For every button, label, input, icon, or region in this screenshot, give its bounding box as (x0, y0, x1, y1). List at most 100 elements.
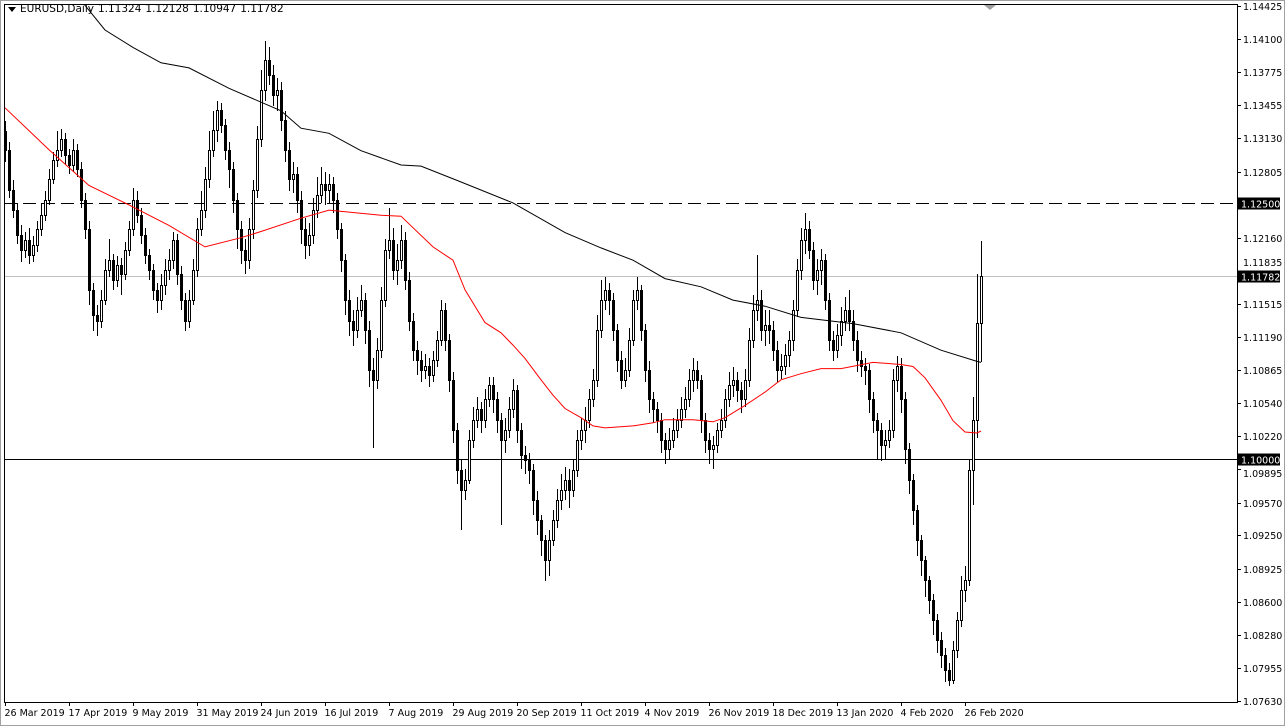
candle (824, 254, 827, 310)
candle (848, 290, 851, 331)
bull-candle-body (212, 130, 215, 151)
bear-candle-body (416, 350, 419, 361)
candle (904, 392, 907, 464)
candle (600, 280, 603, 338)
bear-candle-body (96, 315, 99, 322)
candle (644, 324, 647, 382)
candle (584, 407, 587, 443)
bull-candle-body (632, 300, 635, 341)
candle (908, 443, 911, 494)
candle (560, 474, 563, 510)
header-close: 1.11782 (240, 3, 284, 15)
candle (160, 274, 163, 310)
candle (752, 295, 755, 348)
candle (32, 236, 35, 262)
candle (712, 436, 715, 469)
candle (316, 177, 319, 218)
bull-candle-body (276, 90, 279, 96)
candle (800, 228, 803, 280)
bull-candle-body (560, 490, 563, 501)
bear-candle-body (68, 155, 71, 166)
bear-candle-body (140, 215, 143, 236)
candle (520, 423, 523, 469)
bear-candle-body (112, 260, 115, 281)
bull-candle-body (132, 200, 135, 230)
candle (340, 223, 343, 272)
y-tick-label: 1.08925 (1243, 565, 1282, 576)
bull-candle-body (192, 270, 195, 301)
bear-candle-body (812, 250, 815, 281)
bear-candle-body (908, 449, 911, 481)
bear-candle-body (120, 265, 123, 275)
candle (612, 293, 615, 341)
y-tick-label: 1.11835 (1243, 258, 1282, 269)
symbol-timeframe: EURUSD,Daily (20, 3, 94, 15)
candle (272, 65, 275, 106)
candle (396, 244, 399, 285)
bull-candle-body (952, 650, 955, 681)
bear-candle-body (568, 480, 571, 491)
dropdown-triangle-icon[interactable] (8, 6, 16, 12)
candle (220, 103, 223, 133)
bull-candle-body (316, 195, 319, 211)
bear-candle-body (760, 300, 763, 331)
bear-candle-body (868, 370, 871, 400)
candle (676, 409, 679, 438)
candle (360, 285, 363, 317)
candle (552, 510, 555, 546)
bull-candle-body (24, 240, 27, 251)
y-tick-label: 1.08600 (1243, 598, 1282, 609)
candle (200, 191, 203, 236)
candle (352, 310, 355, 346)
candle (148, 249, 151, 280)
candle (516, 385, 519, 443)
bear-candle-body (372, 370, 375, 381)
bull-candle-body (752, 310, 755, 341)
candle (304, 218, 307, 259)
candle (96, 305, 99, 336)
bull-candle-body (580, 430, 583, 441)
bear-candle-body (852, 321, 855, 341)
x-tick-label: 26 Nov 2019 (709, 708, 770, 719)
candle (224, 119, 227, 160)
y-tick-label: 1.12805 (1243, 168, 1282, 179)
x-tick-label: 11 Oct 2019 (581, 708, 640, 719)
bull-candle-body (624, 370, 627, 381)
bear-candle-body (944, 655, 947, 671)
bull-candle-body (432, 360, 435, 376)
bear-candle-body (16, 210, 19, 236)
candle (424, 354, 427, 379)
bull-candle-body (960, 590, 963, 621)
candle (720, 409, 723, 438)
candle (504, 418, 507, 453)
candle (728, 372, 731, 407)
candle (484, 389, 487, 428)
candle (24, 232, 27, 258)
candle (8, 142, 11, 198)
candle (188, 290, 191, 328)
candle (656, 402, 659, 433)
x-tick-label: 7 Aug 2019 (389, 708, 444, 719)
candle (648, 361, 651, 413)
candle (664, 433, 667, 464)
candle (276, 78, 279, 111)
candle (976, 274, 979, 438)
candle (128, 221, 131, 256)
candle (480, 402, 483, 433)
y-tick-label: 1.10865 (1243, 366, 1282, 377)
candle (592, 369, 595, 407)
bull-candle-body (376, 350, 379, 381)
candle (564, 467, 567, 500)
bear-candle-body (532, 470, 535, 501)
candle (544, 535, 547, 581)
bull-candle-body (52, 160, 55, 180)
candle (372, 358, 375, 448)
bear-candle-body (456, 430, 459, 471)
candle (524, 446, 527, 474)
bull-candle-body (48, 179, 51, 201)
bull-candle-body (464, 480, 467, 491)
candle (488, 377, 491, 407)
candle (120, 258, 123, 295)
level-price-label: 1.12500 (1241, 200, 1280, 211)
